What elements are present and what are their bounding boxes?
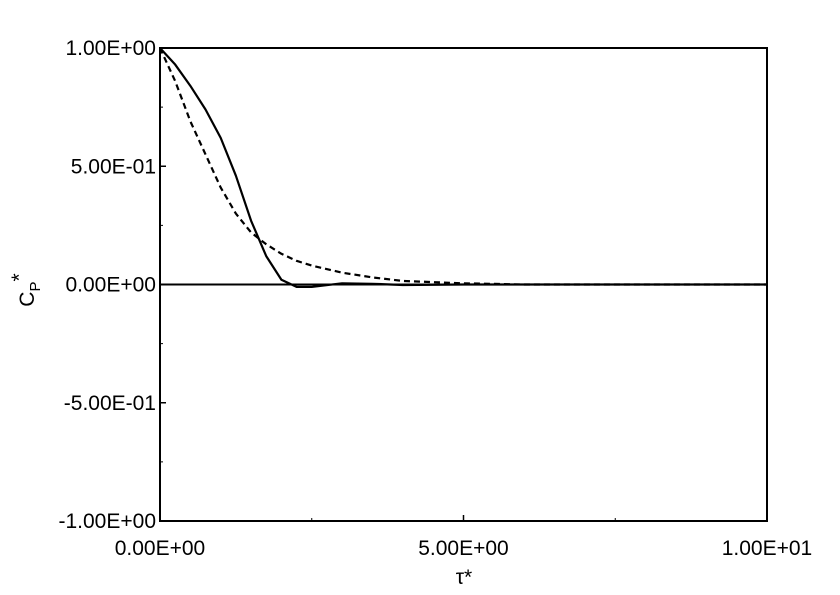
x-axis-label: τ* xyxy=(456,566,472,589)
y-axis-label: CP* xyxy=(8,273,44,306)
y-tick-label: -1.00E+00 xyxy=(59,510,157,533)
y-tick-label: 0.00E+00 xyxy=(65,274,156,297)
data-line xyxy=(159,47,767,286)
x-tick-label: 1.00E+01 xyxy=(722,537,813,560)
x-tick-label: 0.00E+00 xyxy=(115,537,206,560)
y-label-base: C xyxy=(16,292,39,307)
x-tick-label: 5.00E+00 xyxy=(418,537,509,560)
y-label-sub: P xyxy=(27,282,44,292)
y-tick-label: -5.00E-01 xyxy=(64,392,156,415)
y-tick-label: 5.00E-01 xyxy=(71,155,156,178)
y-tick-label: 1.00E+00 xyxy=(65,37,156,60)
y-label-sup: * xyxy=(8,273,31,281)
data-line xyxy=(159,47,767,288)
